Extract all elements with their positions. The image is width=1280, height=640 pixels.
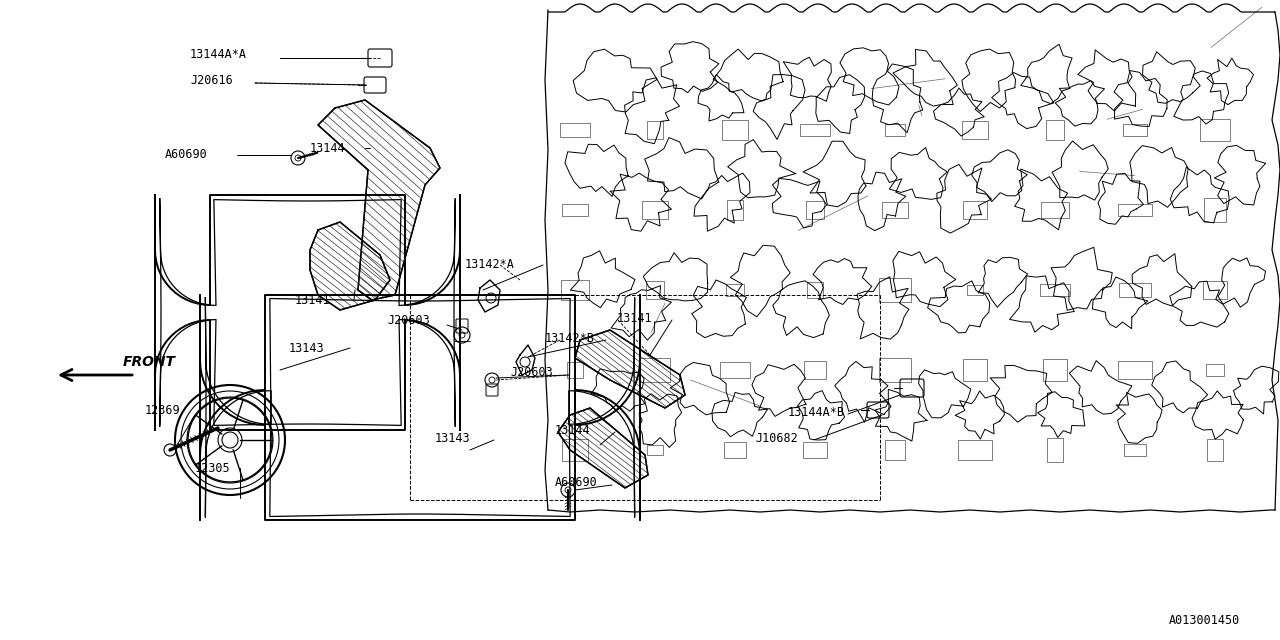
- Bar: [800, 124, 831, 136]
- Bar: [726, 284, 744, 296]
- Text: 13144A*A: 13144A*A: [189, 49, 247, 61]
- Bar: [879, 358, 911, 382]
- Bar: [1042, 202, 1069, 218]
- Text: J20603: J20603: [387, 314, 430, 326]
- Bar: [567, 362, 584, 378]
- Text: A60690: A60690: [165, 148, 207, 161]
- Text: 13143: 13143: [289, 342, 325, 355]
- Bar: [722, 120, 748, 140]
- Bar: [1123, 124, 1147, 136]
- Bar: [641, 201, 668, 219]
- Bar: [1124, 444, 1146, 456]
- Bar: [1203, 281, 1228, 300]
- Bar: [959, 440, 992, 460]
- Text: J10682: J10682: [755, 431, 797, 445]
- Bar: [562, 204, 588, 216]
- Bar: [645, 280, 664, 300]
- Text: 13142*A: 13142*A: [465, 259, 515, 271]
- Bar: [1204, 198, 1226, 222]
- Text: 13141: 13141: [617, 312, 653, 324]
- Bar: [879, 278, 911, 302]
- Bar: [803, 442, 827, 458]
- Bar: [1119, 361, 1152, 379]
- Bar: [886, 124, 905, 136]
- Text: 12369: 12369: [145, 403, 180, 417]
- Bar: [963, 200, 987, 220]
- Bar: [727, 200, 744, 220]
- Bar: [806, 201, 824, 219]
- Bar: [1046, 120, 1064, 140]
- Bar: [559, 123, 590, 137]
- Text: 13144: 13144: [556, 424, 590, 436]
- Bar: [1039, 284, 1070, 296]
- Text: 13144: 13144: [310, 141, 346, 154]
- Bar: [1119, 284, 1152, 296]
- Text: 13144A*B: 13144A*B: [788, 406, 845, 419]
- Text: J20616: J20616: [189, 74, 233, 86]
- Bar: [562, 439, 588, 461]
- Bar: [1119, 204, 1152, 216]
- Text: 13142*B: 13142*B: [545, 332, 595, 344]
- Text: J20603: J20603: [509, 367, 553, 380]
- Bar: [1047, 438, 1062, 462]
- Bar: [646, 445, 663, 455]
- Bar: [882, 202, 908, 218]
- Bar: [963, 359, 987, 381]
- Bar: [808, 282, 823, 298]
- Text: 13143: 13143: [435, 431, 471, 445]
- Bar: [1201, 119, 1230, 141]
- Bar: [1043, 360, 1066, 381]
- Bar: [562, 280, 589, 300]
- Bar: [719, 362, 750, 378]
- Bar: [1206, 364, 1224, 376]
- Text: A60690: A60690: [556, 477, 598, 490]
- Text: FRONT: FRONT: [123, 355, 177, 369]
- Bar: [640, 358, 671, 383]
- Text: 12305: 12305: [195, 461, 230, 474]
- Bar: [961, 120, 988, 140]
- Text: A013001450: A013001450: [1169, 614, 1240, 627]
- Bar: [724, 442, 745, 458]
- Bar: [886, 440, 905, 460]
- Text: 13141: 13141: [294, 294, 330, 307]
- Bar: [804, 361, 826, 379]
- Bar: [966, 285, 983, 295]
- Bar: [646, 122, 663, 138]
- Bar: [1207, 439, 1224, 461]
